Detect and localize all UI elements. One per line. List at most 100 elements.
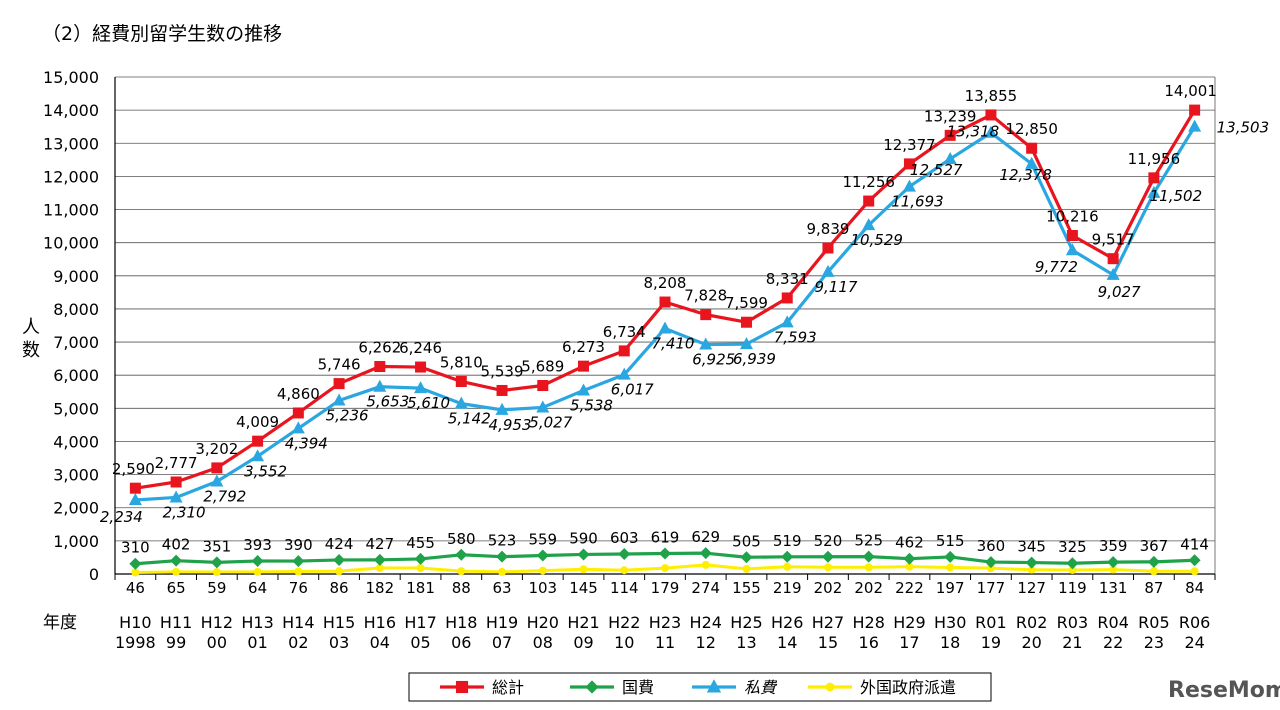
- data-label-foreign: 86: [330, 579, 349, 597]
- data-label-foreign: 119: [1058, 579, 1087, 597]
- x-tick-label-year: 09: [573, 633, 593, 652]
- x-tick-label-era: H15: [323, 613, 355, 632]
- chart-title: （2）経費別留学生数の推移: [42, 23, 282, 45]
- data-point: [129, 557, 142, 570]
- data-point: [375, 563, 384, 572]
- data-point: [706, 679, 722, 693]
- data-label-government: 619: [651, 528, 680, 546]
- data-point: [781, 292, 793, 304]
- data-point: [1148, 172, 1160, 184]
- data-point: [984, 556, 997, 569]
- x-tick-label-year: 05: [410, 633, 430, 652]
- data-label-total: 5,689: [521, 358, 564, 376]
- data-point: [821, 264, 835, 277]
- data-label-total: 6,262: [358, 339, 401, 357]
- data-point: [1109, 565, 1118, 574]
- data-label-total: 2,777: [155, 454, 198, 472]
- data-point: [454, 396, 468, 409]
- data-point: [825, 682, 835, 692]
- data-point: [373, 553, 386, 566]
- data-point: [1107, 556, 1120, 569]
- data-point: [740, 316, 752, 328]
- data-point: [129, 482, 141, 494]
- data-point: [253, 567, 262, 576]
- data-point: [903, 158, 915, 170]
- axes: 0 1,000 2,000 3,000 4,000 5,000 6,000 7,000 8,00…: [22, 68, 1216, 652]
- y-axis-label: 数: [22, 340, 40, 361]
- data-label-foreign: 219: [773, 579, 802, 597]
- x-tick-label-era: H21: [567, 613, 599, 632]
- data-label-private: 4,394: [285, 434, 328, 452]
- data-point: [1025, 156, 1039, 169]
- data-point: [659, 296, 671, 308]
- x-tick-label-year: 03: [329, 633, 349, 652]
- data-label-private: 5,142: [448, 410, 491, 428]
- y-tick-label: 0: [89, 565, 99, 584]
- data-label-private: 4,953: [489, 416, 532, 434]
- x-tick-label-era: H26: [771, 613, 803, 632]
- legend-label: 総計: [492, 678, 524, 697]
- data-label-government: 520: [814, 532, 843, 550]
- data-label-foreign: 87: [1144, 579, 1163, 597]
- data-label-total: 12,377: [883, 136, 936, 154]
- legend: 総計 国費 私費 外国政府派遣: [408, 672, 992, 702]
- data-label-private: 6,925: [692, 351, 735, 369]
- x-tick-label-year: 99: [166, 633, 186, 652]
- legend-label: 私費: [744, 678, 778, 697]
- data-point: [944, 550, 957, 563]
- data-point: [863, 195, 875, 207]
- y-tick-label: 12,000: [43, 167, 99, 186]
- data-label-private: 5,538: [570, 397, 613, 415]
- x-tick-label-year: 22: [1103, 633, 1123, 652]
- data-point: [536, 400, 550, 413]
- data-point: [659, 547, 671, 560]
- data-point: [902, 179, 916, 192]
- data-point: [251, 449, 265, 462]
- x-tick-label-era: H23: [649, 613, 681, 632]
- x-tick-label-year: 18: [940, 633, 960, 652]
- data-point: [620, 566, 629, 575]
- data-label-government: 525: [854, 532, 883, 550]
- x-axis-label: 年度: [43, 613, 77, 633]
- data-label-private: 13,318: [947, 123, 1000, 141]
- data-label-private: 7,410: [652, 334, 695, 352]
- data-label-government: 455: [406, 534, 435, 552]
- x-tick-label-era: R06: [1179, 613, 1210, 632]
- data-point: [170, 554, 183, 567]
- data-label-government: 351: [203, 537, 232, 555]
- data-label-foreign: 181: [406, 579, 435, 597]
- data-point: [496, 550, 509, 563]
- data-point: [1147, 555, 1160, 568]
- data-label-foreign: 59: [207, 579, 226, 597]
- data-point: [538, 566, 547, 575]
- series-layer: [128, 104, 1202, 577]
- data-point: [414, 552, 427, 565]
- legend-item-private: 私費: [692, 678, 778, 697]
- data-label-foreign: 202: [854, 579, 883, 597]
- data-label-total: 7,599: [725, 294, 768, 312]
- legend-label: 国費: [622, 678, 654, 697]
- data-label-total: 11,256: [842, 173, 895, 191]
- data-label-total: 5,539: [481, 362, 524, 380]
- data-label-government: 629: [691, 528, 720, 546]
- data-point: [455, 680, 469, 694]
- x-tick-label-year: 11: [655, 633, 675, 652]
- x-tick-label-era: R02: [1016, 613, 1047, 632]
- data-label-government: 359: [1099, 537, 1128, 555]
- data-label-government: 515: [936, 532, 965, 550]
- data-point: [170, 476, 182, 488]
- data-label-government: 360: [977, 537, 1006, 555]
- data-label-total: 5,810: [440, 353, 483, 371]
- data-label-foreign: 179: [651, 579, 680, 597]
- data-label-total: 3,202: [195, 440, 238, 458]
- data-label-private: 5,610: [407, 394, 450, 412]
- legend-label: 外国政府派遣: [860, 678, 956, 697]
- y-tick-label: 10,000: [43, 234, 99, 253]
- data-label-government: 580: [447, 530, 476, 548]
- series-total: [129, 104, 1201, 494]
- x-tick-label-year: 13: [736, 633, 756, 652]
- data-label-private: 6,017: [611, 381, 654, 399]
- data-label-government: 603: [610, 529, 639, 547]
- x-tick-label-era: R04: [1097, 613, 1128, 632]
- data-label-private: 9,772: [1035, 258, 1078, 276]
